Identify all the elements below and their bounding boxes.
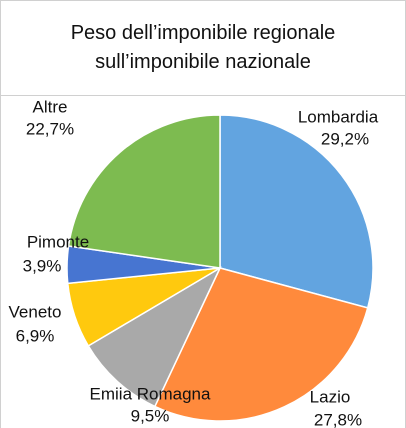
- category-label: Emiia Romagna: [90, 384, 211, 403]
- category-label: Pimonte: [27, 232, 89, 251]
- value-label: 3,9%: [23, 256, 62, 275]
- value-label: 9,5%: [131, 406, 170, 425]
- pie-slice: [219, 114, 374, 309]
- category-label: Altre: [33, 97, 68, 116]
- category-label: Veneto: [9, 302, 62, 321]
- pie-slice: [87, 266, 222, 408]
- value-label: 27,8%: [314, 410, 362, 428]
- pie-slice: [67, 114, 221, 269]
- value-label: 29,2%: [321, 129, 369, 148]
- category-label: Lazio: [310, 387, 351, 406]
- value-label: 22,7%: [26, 119, 74, 138]
- pie-slice: [153, 267, 369, 422]
- category-label: Lombardia: [298, 107, 379, 126]
- value-label: 6,9%: [16, 326, 55, 345]
- chart-title: Peso dell’imponibile regionale sull’impo…: [70, 22, 336, 73]
